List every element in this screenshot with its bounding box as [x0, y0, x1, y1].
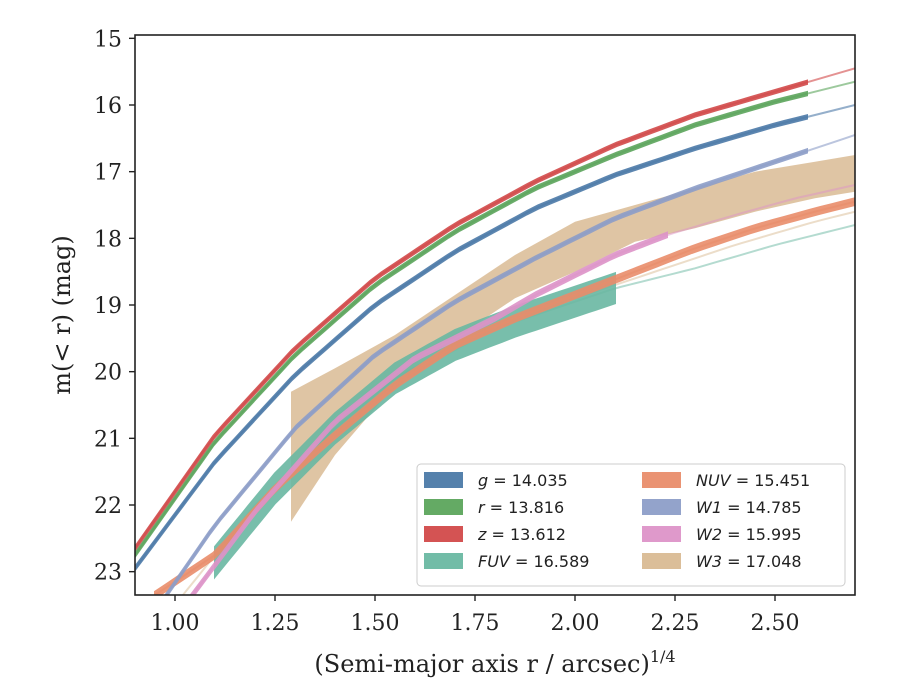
- legend-label-w2: W2 = 15.995: [696, 525, 802, 544]
- y-tick-label: 18: [94, 227, 122, 252]
- x-axis-title-main: (Semi-major axis r / arcsec): [314, 650, 649, 678]
- y-tick-label: 21: [94, 427, 122, 452]
- legend-label-nuv: NUV = 15.451: [696, 471, 810, 490]
- series-w2: [189, 184, 855, 595]
- series-r: [135, 80, 855, 559]
- x-axis-title-exponent: 1/4: [650, 647, 676, 666]
- legend-swatch-g: [424, 472, 463, 488]
- y-tick-label: 15: [94, 27, 122, 52]
- legend-swatch-w1: [642, 499, 681, 515]
- x-tick-label: 1.50: [351, 611, 400, 636]
- legend-label-z: z = 13.612: [477, 525, 566, 544]
- legend-swatch-nuv: [642, 472, 681, 488]
- series-layer: [135, 67, 855, 595]
- x-tick-label: 1.25: [251, 611, 300, 636]
- legend-swatch-z: [424, 526, 463, 542]
- y-axis-title: m(< r) (mag): [48, 235, 76, 394]
- series-fuv-band: [214, 271, 616, 580]
- legend-box: [416, 463, 846, 587]
- series-z: [135, 67, 855, 552]
- series-r-band: [135, 90, 808, 559]
- legend-label-w3: W3 = 17.048: [696, 552, 802, 571]
- y-tick-label: 23: [94, 561, 122, 586]
- y-tick-label: 22: [94, 494, 122, 519]
- series-w1-band: [164, 147, 808, 595]
- series-z-band: [135, 79, 808, 552]
- x-tick-label: 1.00: [151, 611, 200, 636]
- series-nuv-band: [154, 197, 855, 595]
- legend-label-r: r = 13.816: [478, 498, 564, 517]
- y-tick-label: 17: [94, 161, 122, 186]
- y-axis-ticks: 15 16 17 18 19 20 21 22 23: [94, 27, 135, 586]
- series-g: [135, 104, 855, 572]
- legend-label-fuv: FUV = 16.589: [478, 552, 589, 571]
- legend-swatch-fuv: [424, 553, 463, 569]
- series-g-band: [135, 114, 808, 572]
- x-axis-title: (Semi-major axis r / arcsec)1/4: [314, 647, 675, 678]
- legend-label-w1: W1 = 14.785: [696, 498, 802, 517]
- series-fuv: [214, 224, 855, 580]
- y-tick-label: 16: [94, 94, 122, 119]
- legend-swatch-r: [424, 499, 463, 515]
- y-tick-label: 20: [94, 361, 122, 386]
- series-w1: [164, 134, 855, 595]
- x-tick-label: 1.75: [451, 611, 500, 636]
- x-tick-label: 2.25: [651, 611, 700, 636]
- legend-label-g: g = 14.035: [478, 471, 568, 490]
- legend-swatch-w3: [642, 553, 681, 569]
- plot-frame: [134, 34, 856, 596]
- legend-swatch-w2: [642, 526, 681, 542]
- x-tick-label: 2.00: [551, 611, 600, 636]
- x-tick-label: 2.50: [751, 611, 800, 636]
- x-axis-ticks: 1.00 1.25 1.50 1.75 2.00 2.25 2.50: [151, 595, 800, 636]
- series-w2-band: [189, 231, 668, 595]
- legend: g = 14.035 r = 13.816 z = 13.612 FUV = 16.5…: [416, 463, 846, 587]
- y-tick-label: 19: [94, 294, 122, 319]
